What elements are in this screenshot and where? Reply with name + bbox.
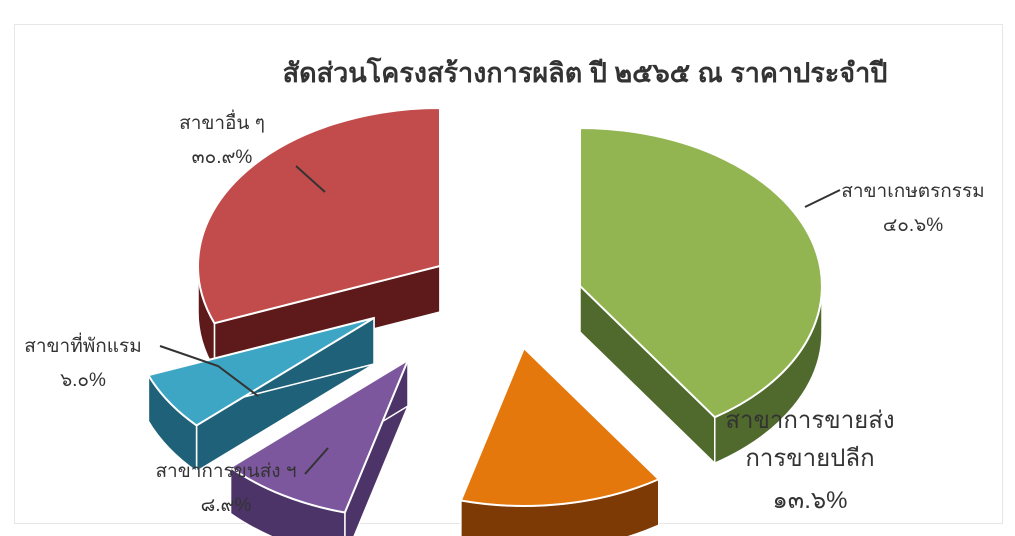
pie-slice-top (228, 357, 411, 514)
slice-name-label: การขายปลีก (745, 445, 874, 472)
pie-slice-top (579, 126, 823, 419)
slice-value-label: ๑๓.๖% (773, 487, 848, 514)
pie-slice (459, 346, 661, 536)
slice-value-label: ๖.๐% (60, 370, 106, 391)
leader-lines (159, 165, 841, 475)
pie-slice-top (197, 106, 441, 325)
leader-line (295, 165, 326, 193)
pie-slice (228, 357, 411, 536)
pie-slices (146, 106, 823, 536)
chart-title: สัดส่วนโครงสร้างการผลิต ปี ๒๕๖๕ ณ ราคาปร… (283, 56, 888, 88)
leader-line (804, 189, 841, 208)
slice-name-label: สาขาอื่น ๆ (179, 109, 265, 134)
leader-line (159, 345, 259, 397)
slice-value-label: ๓๐.๙% (192, 147, 253, 168)
pie-slice (579, 126, 823, 466)
slice-value-label: ๔๐.๖% (883, 215, 943, 236)
slice-name-label: สาขาการขนส่ง ฯ (155, 461, 296, 482)
leader-line (304, 447, 329, 475)
pie-slice (146, 316, 375, 473)
slice-name-label: สาขาเกษตรกรรม (841, 181, 984, 202)
slice-value-label: ๘.๙% (201, 495, 252, 516)
pie-slice-top (146, 317, 375, 427)
slice-name-label: สาขาที่พักแรม (24, 332, 141, 357)
pie-slice-top (459, 346, 661, 507)
slice-name-label: สาขาการขายส่ง (725, 407, 894, 434)
